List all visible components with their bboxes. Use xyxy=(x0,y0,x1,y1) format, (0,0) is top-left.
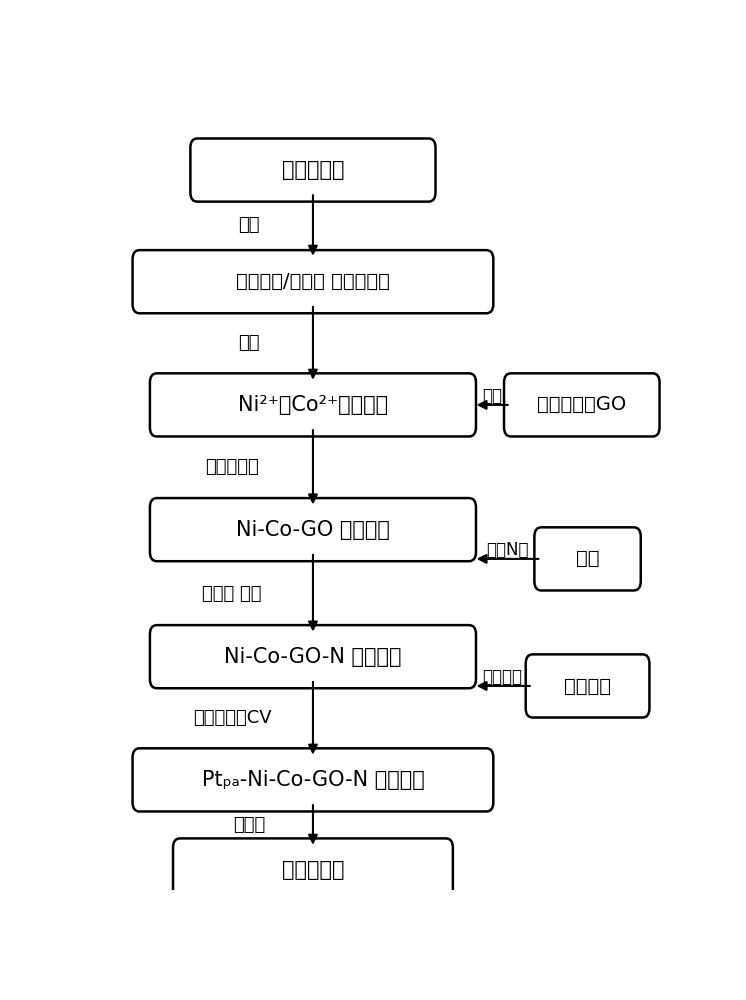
Text: Ptₚₐ-Ni-Co-GO-N 复合材料: Ptₚₐ-Ni-Co-GO-N 复合材料 xyxy=(201,770,424,790)
FancyBboxPatch shape xyxy=(534,527,641,590)
FancyBboxPatch shape xyxy=(526,654,650,718)
FancyBboxPatch shape xyxy=(133,250,493,313)
Text: 锂片电极: 锂片电极 xyxy=(564,676,611,695)
FancyBboxPatch shape xyxy=(150,373,476,436)
FancyBboxPatch shape xyxy=(190,138,436,202)
FancyBboxPatch shape xyxy=(133,748,493,811)
Text: 复合电沉积: 复合电沉积 xyxy=(205,458,259,476)
Text: Ni-Co-GO-N 复合材料: Ni-Co-GO-N 复合材料 xyxy=(225,647,401,667)
FancyBboxPatch shape xyxy=(150,498,476,561)
Text: 加入: 加入 xyxy=(239,216,260,234)
Text: 氯化胆碱/乙二醇 低共熔溶剂: 氯化胆碱/乙二醇 低共熔溶剂 xyxy=(236,272,390,291)
Text: 作对电极: 作对电极 xyxy=(483,668,523,686)
Text: 管式炉 氢气: 管式炉 氢气 xyxy=(202,585,262,603)
Text: 氧化石墨烯GO: 氧化石墨烯GO xyxy=(537,395,627,414)
FancyBboxPatch shape xyxy=(173,838,453,902)
FancyBboxPatch shape xyxy=(504,373,659,436)
Text: 作为N源: 作为N源 xyxy=(486,541,528,559)
Text: 加入: 加入 xyxy=(482,387,502,405)
Text: 循环伏安法CV: 循环伏安法CV xyxy=(192,709,272,727)
Text: 应用于: 应用于 xyxy=(233,816,266,834)
Text: 电解水析氢: 电解水析氢 xyxy=(282,860,344,880)
Text: 溶解: 溶解 xyxy=(239,334,260,352)
Text: Ni-Co-GO 复合材料: Ni-Co-GO 复合材料 xyxy=(236,520,390,540)
Text: 尿素: 尿素 xyxy=(576,549,599,568)
Text: 金属氯化物: 金属氯化物 xyxy=(282,160,344,180)
FancyBboxPatch shape xyxy=(150,625,476,688)
Text: Ni²⁺、Co²⁺金属离子: Ni²⁺、Co²⁺金属离子 xyxy=(238,395,388,415)
